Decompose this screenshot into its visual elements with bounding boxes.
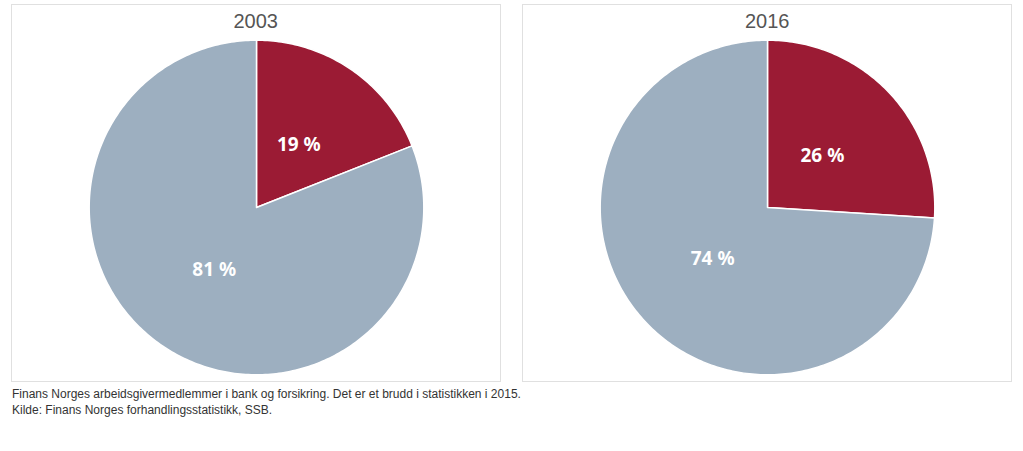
html-text:Kilde: Finans Norges forhandli: Kilde: Finans Norges forhandlingsstatist… xyxy=(12,403,273,417)
svg-text:19 %: 19 % xyxy=(277,131,321,157)
html-text:2016: 2016 xyxy=(745,10,790,32)
html-text:2003: 2003 xyxy=(233,10,278,32)
html-text:Finans Norges arbeidsgivermedl: Finans Norges arbeidsgivermedlemmer i ba… xyxy=(12,387,521,401)
svg-text:26 %: 26 % xyxy=(801,142,845,168)
svg-text:81 %: 81 % xyxy=(192,256,236,282)
svg-text:74 %: 74 % xyxy=(691,245,735,271)
